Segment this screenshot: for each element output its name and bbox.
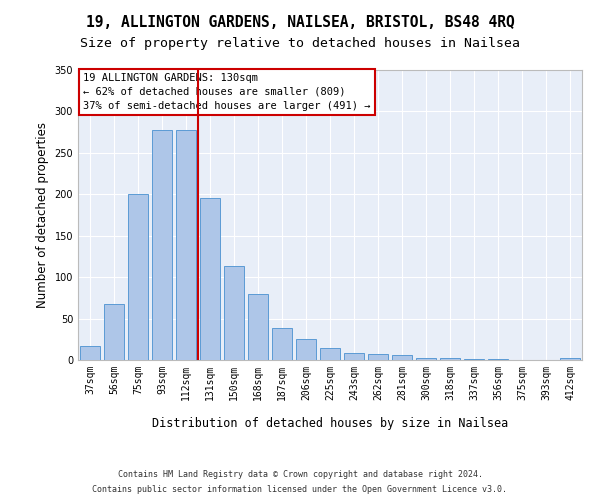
Text: Size of property relative to detached houses in Nailsea: Size of property relative to detached ho… <box>80 38 520 51</box>
Bar <box>80 346 100 360</box>
Bar <box>296 340 316 360</box>
Bar <box>104 304 124 360</box>
Bar <box>440 358 460 360</box>
Bar <box>248 294 268 360</box>
Text: Distribution of detached houses by size in Nailsea: Distribution of detached houses by size … <box>152 418 508 430</box>
Bar <box>272 328 292 360</box>
Bar <box>176 130 196 360</box>
Text: 19 ALLINGTON GARDENS: 130sqm
← 62% of detached houses are smaller (809)
37% of s: 19 ALLINGTON GARDENS: 130sqm ← 62% of de… <box>83 73 371 111</box>
Bar <box>368 354 388 360</box>
Bar <box>224 266 244 360</box>
Bar <box>320 348 340 360</box>
Text: Contains HM Land Registry data © Crown copyright and database right 2024.: Contains HM Land Registry data © Crown c… <box>118 470 482 479</box>
Text: 19, ALLINGTON GARDENS, NAILSEA, BRISTOL, BS48 4RQ: 19, ALLINGTON GARDENS, NAILSEA, BRISTOL,… <box>86 15 514 30</box>
Bar <box>392 355 412 360</box>
Bar <box>200 198 220 360</box>
Bar <box>128 194 148 360</box>
Text: Contains public sector information licensed under the Open Government Licence v3: Contains public sector information licen… <box>92 485 508 494</box>
Bar <box>152 130 172 360</box>
Bar <box>560 358 580 360</box>
Y-axis label: Number of detached properties: Number of detached properties <box>36 122 49 308</box>
Bar <box>464 359 484 360</box>
Bar <box>344 352 364 360</box>
Bar <box>488 359 508 360</box>
Bar <box>416 358 436 360</box>
